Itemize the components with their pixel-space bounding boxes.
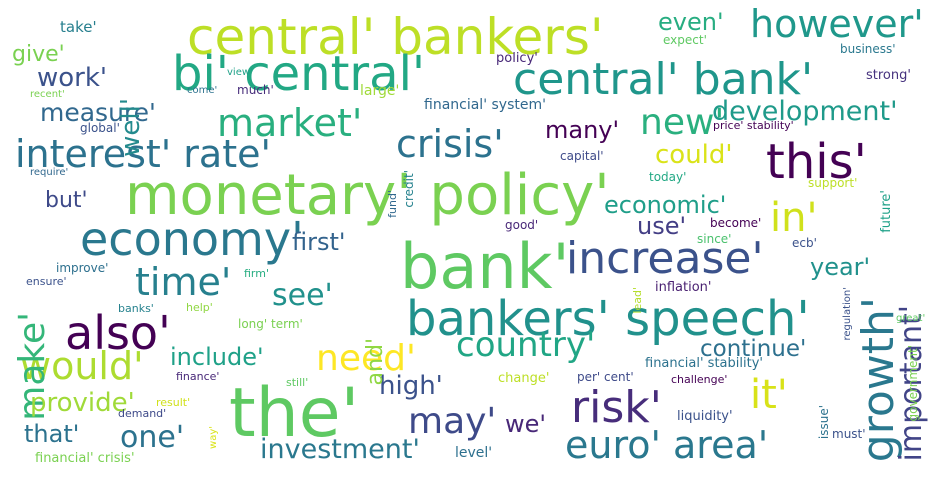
word: fund' (386, 190, 399, 218)
word: take' (60, 18, 97, 36)
word: however' (750, 2, 924, 46)
word: interest' rate' (15, 132, 271, 176)
word: per' cent' (577, 370, 634, 384)
word: since' (697, 232, 732, 246)
word: way' (208, 426, 219, 449)
word: inflation' (655, 280, 712, 295)
word: capital' (560, 149, 604, 163)
word: come' (187, 85, 218, 96)
word: challenge' (671, 373, 728, 386)
word: central' bankers' (187, 8, 604, 66)
word: ensure' (26, 275, 67, 288)
word: financial' stability' (645, 356, 763, 371)
word: would' (20, 344, 144, 388)
word: central' bank' (513, 54, 814, 105)
word: but' (45, 188, 88, 213)
word: expect' (663, 33, 707, 47)
word: economy' (80, 212, 304, 266)
word: lead' (631, 287, 644, 314)
word: banks' (118, 302, 154, 315)
word: government' (906, 345, 920, 422)
word: market' (217, 101, 363, 145)
word: bankers' speech' (406, 291, 810, 347)
word: monetary' policy' (125, 163, 610, 228)
word: give' (12, 42, 65, 67)
word: high' (379, 371, 443, 401)
word: time' (135, 260, 232, 304)
word: view' (227, 67, 253, 78)
word: change' (498, 371, 550, 386)
word: need' (316, 338, 416, 379)
word: result' (156, 396, 191, 409)
word: improve' (56, 261, 109, 275)
word: bi' central' (172, 46, 426, 102)
word: one' (120, 420, 185, 455)
word: this' (766, 134, 867, 190)
word: level' (455, 445, 493, 461)
word: crisis' (396, 122, 504, 166)
word: must' (832, 427, 866, 441)
word: may' (408, 401, 497, 442)
word: global' (80, 121, 120, 135)
word: finance' (176, 370, 220, 383)
word: price' stability' (713, 119, 794, 132)
word: provide' (30, 388, 135, 418)
word: large' (360, 83, 400, 99)
word: help' (186, 301, 213, 314)
word: business' (840, 42, 896, 56)
word: support' (808, 176, 858, 190)
word: increase' (566, 233, 764, 284)
word: first' (292, 228, 346, 256)
word: even' (658, 8, 724, 36)
word: future' (879, 190, 894, 233)
word: liquidity' (677, 409, 733, 424)
word: many' (545, 116, 620, 144)
word: credit' (402, 170, 416, 208)
word: in' (770, 195, 818, 241)
word: demand' (118, 407, 167, 420)
word: year' (810, 253, 871, 281)
word: see' (272, 278, 333, 313)
word: work' (37, 63, 108, 93)
word: could' (655, 140, 733, 170)
word: new' (640, 102, 725, 143)
word: investment' (260, 434, 420, 465)
word: still' (286, 376, 309, 389)
word: regulation' (842, 287, 853, 341)
word: it' (750, 372, 788, 418)
word: good' (505, 218, 539, 232)
word: development' (712, 96, 898, 127)
word: that' (24, 420, 80, 448)
word: financial' system' (424, 97, 546, 113)
word: use' (637, 212, 687, 240)
word: policy' (496, 51, 538, 66)
word: issue' (817, 405, 831, 440)
word: firm' (244, 267, 269, 280)
word: continue' (700, 336, 807, 362)
word: and' (363, 338, 388, 386)
word: the' (229, 374, 360, 453)
word: we' (505, 410, 546, 438)
word: also' (65, 306, 171, 360)
word: recent' (30, 89, 65, 100)
word: measure' (40, 98, 156, 127)
word: include' (170, 343, 264, 371)
word: bank' (400, 230, 570, 303)
word: financial' crisis' (35, 451, 135, 466)
word: great' (896, 313, 926, 324)
word: euro' area' (565, 423, 769, 467)
word: long' term' (238, 317, 303, 331)
word: well' (116, 98, 146, 157)
word: country' (456, 325, 596, 365)
word: ecb' (792, 236, 817, 250)
word: become' (710, 216, 762, 230)
word: require' (30, 167, 69, 178)
word: economic' (604, 191, 727, 219)
word: much' (237, 83, 274, 97)
word: strong' (866, 68, 911, 83)
word: risk' (571, 382, 662, 433)
word: today' (649, 170, 687, 184)
